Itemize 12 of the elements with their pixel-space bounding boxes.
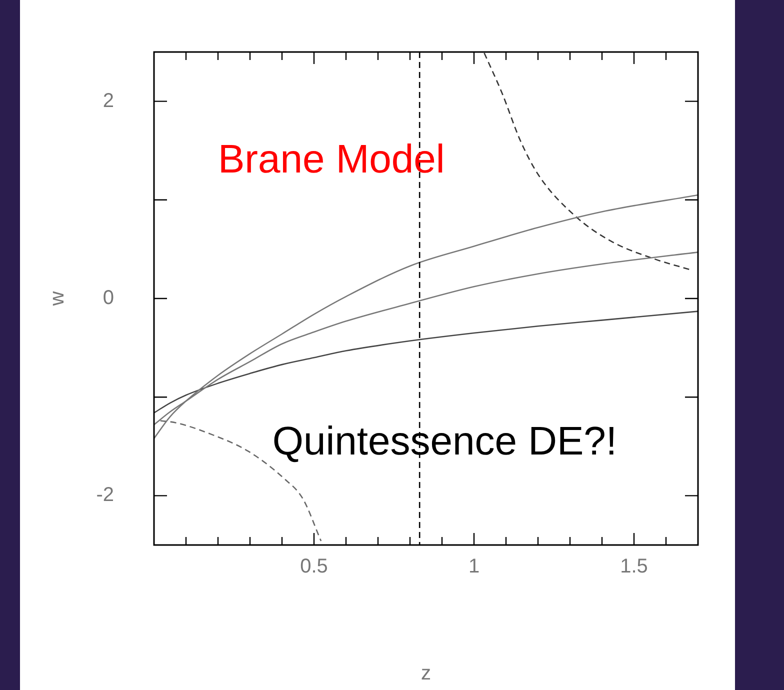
x-axis-title: z (421, 662, 431, 685)
y-axis-title: w (46, 290, 69, 307)
annotation: Brane Model (218, 137, 445, 182)
y-tick-label: 0 (102, 287, 114, 310)
x-tick-label: 1 (468, 556, 480, 578)
y-tick-label: -2 (96, 484, 114, 506)
annotation: Quintessence DE?! (272, 419, 618, 464)
y-tick-label: 2 (102, 90, 114, 112)
x-tick-label: 1.5 (620, 556, 648, 578)
x-tick-label: 0.5 (300, 556, 328, 578)
line-series (484, 52, 692, 271)
line-series (154, 310, 698, 414)
